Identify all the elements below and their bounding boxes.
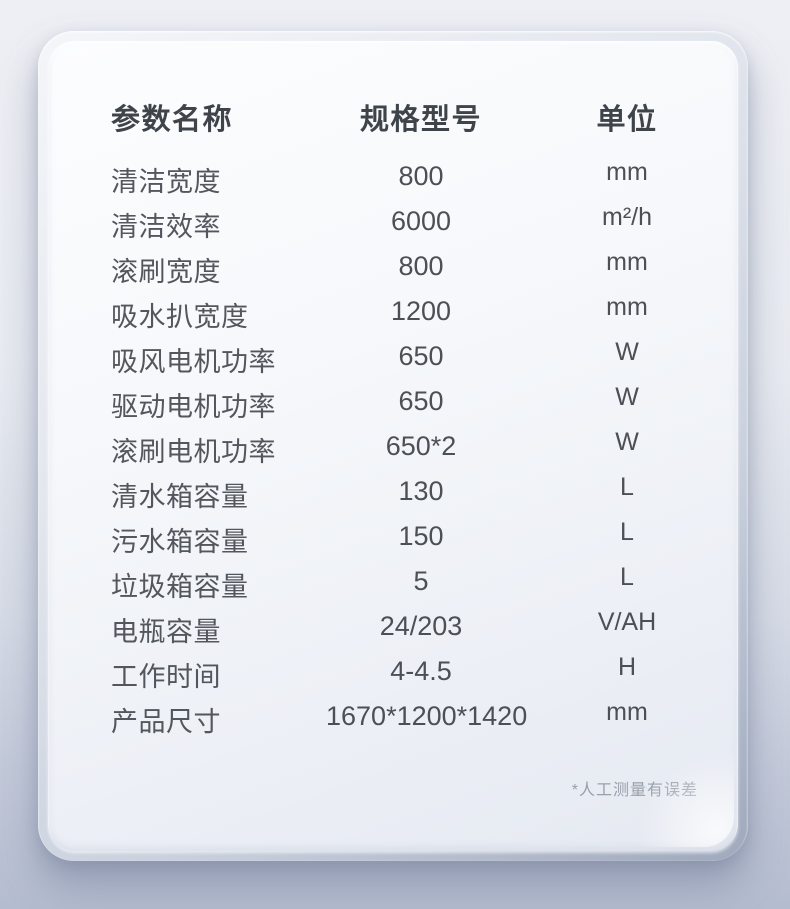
unit-value: H: [617, 653, 637, 681]
measurement-disclaimer: *人工测量有误差: [571, 782, 698, 799]
param-name: 产品尺寸: [111, 707, 221, 737]
column-header-spec: 规格型号: [359, 104, 482, 136]
param-name: 清水箱容量: [111, 482, 249, 512]
column-header-unit: 单位: [596, 104, 658, 136]
table-row: 清洁宽度 800 mm: [111, 157, 738, 202]
table-row: 污水箱容量 150 L: [111, 517, 738, 562]
param-name: 工作时间: [111, 662, 221, 692]
spec-value: 5: [413, 566, 429, 596]
param-name: 清洁效率: [111, 212, 221, 242]
param-name: 电瓶容量: [111, 617, 221, 647]
unit-value: L: [620, 473, 634, 501]
spec-value: 6000: [390, 206, 452, 236]
param-name: 垃圾箱容量: [111, 572, 249, 602]
column-header-param: 参数名称: [111, 104, 234, 136]
table-header-row: 参数名称 规格型号 单位: [111, 89, 738, 145]
table-row: 滚刷宽度 800 mm: [111, 247, 738, 292]
unit-value: W: [615, 428, 639, 456]
unit-value: mm: [606, 158, 648, 186]
param-name: 吸风电机功率: [111, 347, 276, 377]
param-name: 污水箱容量: [111, 527, 249, 557]
param-name: 滚刷电机功率: [111, 437, 276, 467]
spec-table: 参数名称 规格型号 单位 清洁宽度 800 mm 清洁效率 6000 m²/h …: [48, 41, 738, 800]
param-name: 清洁宽度: [111, 167, 221, 197]
unit-value: mm: [606, 293, 648, 321]
unit-value: V/AH: [597, 608, 657, 636]
table-row: 吸风电机功率 650 W: [111, 337, 738, 382]
spec-value: 1670*1200*1420: [326, 701, 528, 731]
param-name: 吸水扒宽度: [111, 302, 249, 332]
unit-value: L: [620, 563, 634, 591]
param-name: 驱动电机功率: [111, 392, 276, 422]
unit-value: m²/h: [602, 203, 652, 231]
unit-value: W: [615, 383, 639, 411]
spec-value: 1200: [390, 296, 452, 326]
table-row: 电瓶容量 24/203 V/AH: [111, 607, 738, 652]
spec-value: 650*2: [385, 431, 457, 461]
spec-value: 800: [398, 161, 444, 191]
spec-value: 130: [398, 476, 444, 506]
unit-value: L: [620, 518, 634, 546]
spec-value: 650: [398, 386, 444, 416]
table-row: 产品尺寸 1670*1200*1420 mm: [111, 697, 738, 742]
unit-value: mm: [606, 698, 648, 726]
spec-value: 150: [398, 521, 444, 551]
spec-value: 4-4.5: [390, 656, 452, 686]
table-row: 清水箱容量 130 L: [111, 472, 738, 517]
spec-value: 24/203: [379, 611, 463, 641]
table-row: 工作时间 4-4.5 H: [111, 652, 738, 697]
spec-card: 参数名称 规格型号 单位 清洁宽度 800 mm 清洁效率 6000 m²/h …: [38, 31, 748, 861]
spec-card-surface: 参数名称 规格型号 单位 清洁宽度 800 mm 清洁效率 6000 m²/h …: [48, 41, 738, 851]
table-row: 垃圾箱容量 5 L: [111, 562, 738, 607]
table-row: 滚刷电机功率 650*2 W: [111, 427, 738, 472]
unit-value: mm: [606, 248, 648, 276]
spec-value: 800: [398, 251, 444, 281]
param-name: 滚刷宽度: [111, 257, 221, 287]
table-row: 清洁效率 6000 m²/h: [111, 202, 738, 247]
table-body: 清洁宽度 800 mm 清洁效率 6000 m²/h 滚刷宽度 800 mm 吸…: [111, 157, 738, 742]
unit-value: W: [615, 338, 639, 366]
table-row: 吸水扒宽度 1200 mm: [111, 292, 738, 337]
table-row: 驱动电机功率 650 W: [111, 382, 738, 427]
spec-value: 650: [398, 341, 444, 371]
